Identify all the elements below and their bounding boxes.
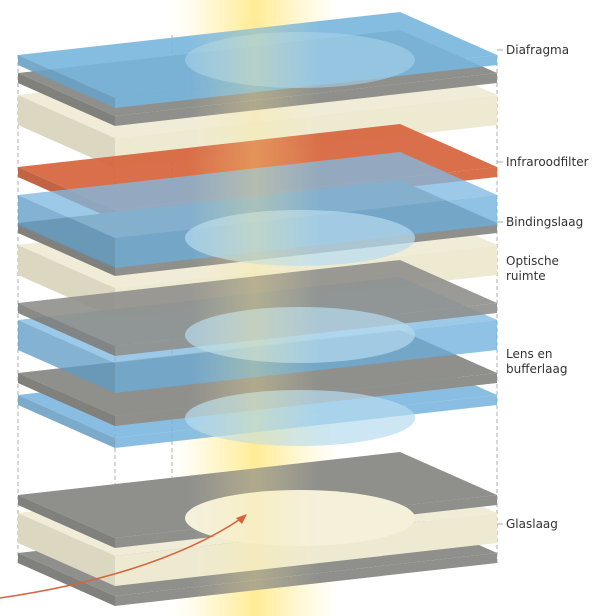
arrow — [0, 517, 243, 599]
label: Bindingslaag — [506, 215, 583, 229]
arrow-head — [236, 514, 247, 524]
label: Lens en bufferlaag — [506, 347, 567, 376]
label-lines — [497, 49, 503, 525]
label: Optische ruimte — [506, 254, 559, 283]
label-line: Glaslaag — [506, 517, 558, 531]
label-line: Diafragma — [506, 43, 569, 57]
label: Diafragma — [506, 43, 569, 57]
label: Infraroodfilter — [506, 155, 589, 169]
label-line: Infraroodfilter — [506, 155, 589, 169]
label-line: Bindingslaag — [506, 215, 583, 229]
label-line: Lens en — [506, 347, 553, 361]
label-line: Optische — [506, 254, 559, 268]
label: Glaslaag — [506, 517, 558, 531]
label-line: ruimte — [506, 269, 546, 283]
light-beam — [190, 0, 320, 616]
label-line: bufferlaag — [506, 362, 567, 376]
